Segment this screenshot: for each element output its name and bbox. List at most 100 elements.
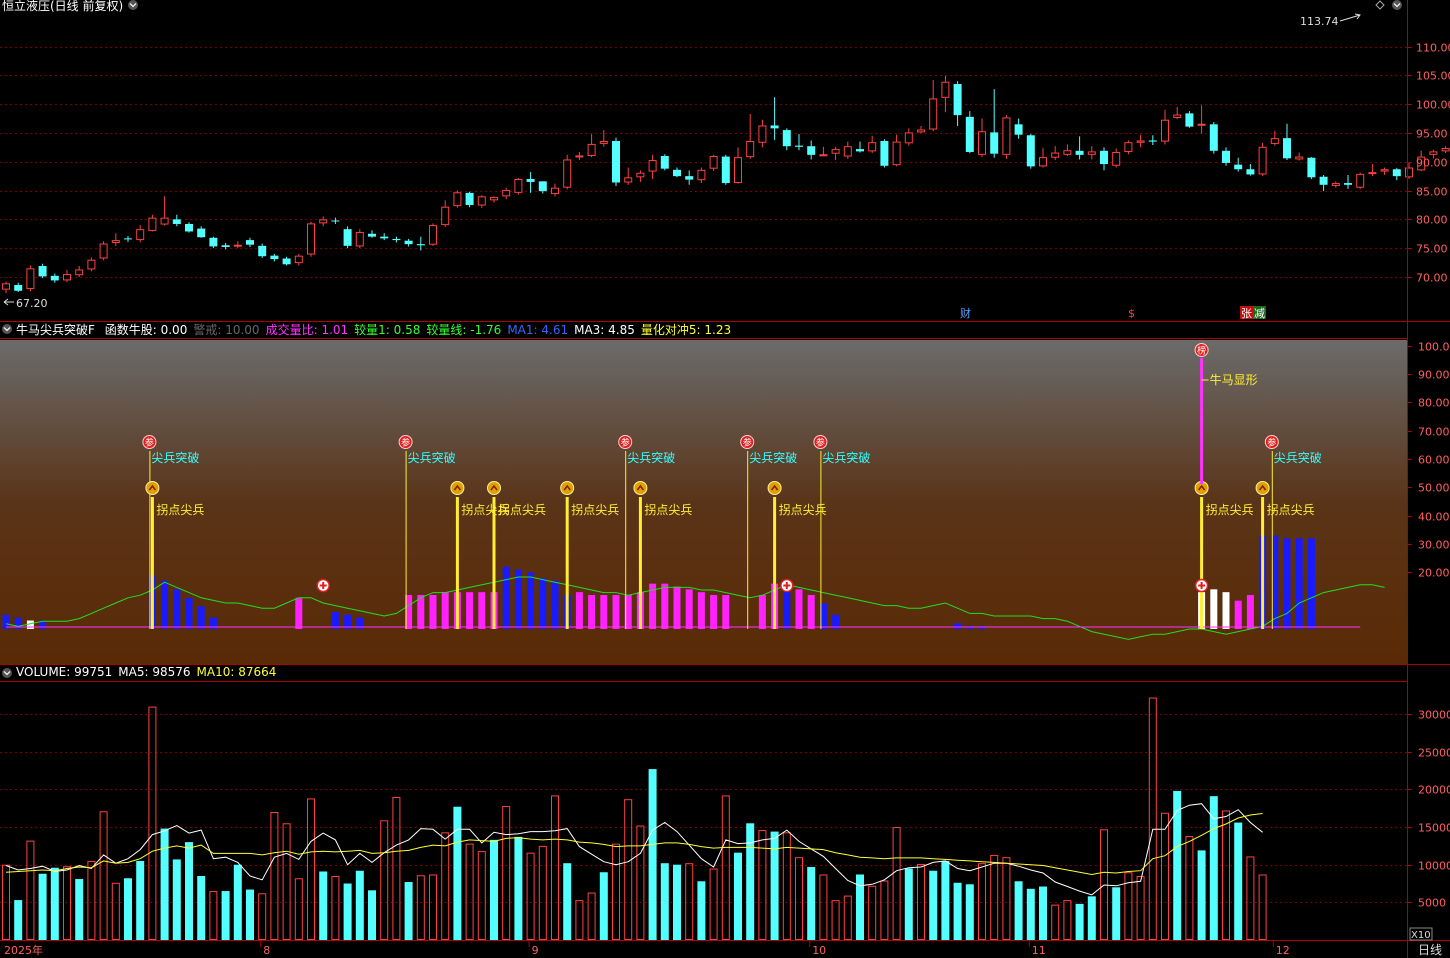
indicator-bar (1307, 538, 1315, 629)
candle (221, 242, 230, 250)
candle (612, 137, 620, 186)
volume-bar (685, 863, 694, 941)
candle-body (221, 245, 230, 248)
volume-bar (575, 900, 584, 940)
turning-icon (1255, 481, 1270, 495)
indicator-bar (356, 617, 364, 629)
candle-body (38, 266, 47, 277)
candle-body (990, 132, 999, 154)
candle-body (868, 142, 877, 152)
volume-bar (477, 851, 486, 941)
candle (1014, 118, 1023, 139)
indicator-bar (1283, 538, 1291, 629)
candle (258, 243, 267, 258)
indicator-bar (441, 592, 449, 629)
candle-body (856, 149, 864, 152)
candle-body (673, 169, 681, 177)
volume-bar (843, 895, 852, 941)
candle (1002, 115, 1011, 159)
plus-icon (783, 582, 791, 589)
candle (355, 229, 364, 249)
candle-body (758, 125, 767, 143)
candle (856, 141, 864, 153)
candle (929, 79, 938, 132)
param-colon: : (217, 323, 226, 337)
marker-dollar[interactable]: $ (1128, 307, 1135, 320)
candle-body (1246, 169, 1255, 175)
candle (63, 270, 71, 283)
candle-body (1270, 138, 1279, 144)
volume-bar (978, 863, 986, 941)
volume-bar (929, 870, 938, 940)
param-colon: : (462, 323, 471, 337)
candle (1087, 146, 1096, 160)
price-tick-label: 70.00 (1416, 272, 1448, 285)
candle (1368, 164, 1377, 177)
candle (685, 170, 694, 185)
candle (660, 154, 669, 171)
indicator-bar (14, 617, 22, 629)
indicator-bar (795, 589, 803, 629)
can-icon-bg (398, 435, 413, 449)
marker-zhang[interactable]: 张 (1241, 307, 1252, 320)
candle-body (99, 243, 108, 259)
candle (1258, 142, 1267, 177)
chevron-up-icon (148, 484, 156, 491)
indicator-params: 函数牛股: 0.00 警戒: 10.00 成交量比: 1.01 较量1: 0.58 较量… (99, 323, 731, 337)
indicator-tick-label: 30.00 (1418, 539, 1450, 552)
volume-bar (502, 805, 511, 940)
indicator-collapse-icon[interactable] (2, 324, 12, 334)
candle-body (1136, 140, 1145, 143)
volume-tick-label: 25000 (1418, 747, 1450, 760)
candle-body (929, 98, 938, 130)
candle-body (380, 236, 389, 239)
marker-cai[interactable]: 财 (960, 306, 971, 320)
volume-bar (270, 812, 279, 940)
diamond-icon[interactable] (1375, 0, 1385, 10)
indicator-bar (758, 595, 766, 629)
candle (990, 89, 999, 158)
indicator-bar (722, 595, 730, 629)
param-value: 10.00 (225, 323, 260, 337)
candle-body (368, 233, 376, 237)
candle (770, 97, 779, 140)
volume-bar (1100, 829, 1108, 940)
volume-bar (514, 836, 523, 940)
volume-bar (87, 860, 96, 940)
volume-bar (1197, 850, 1206, 940)
candle (1100, 147, 1108, 171)
volume-bar (856, 874, 864, 940)
volume-collapse-icon[interactable] (2, 668, 12, 678)
candle (551, 183, 559, 197)
indicator-tick-label: 60.00 (1418, 454, 1450, 467)
param-2: MA10: 87664 (197, 665, 277, 679)
candle-body (148, 217, 157, 231)
volume-tick-label: 30000 (1418, 709, 1450, 722)
candle (136, 225, 145, 243)
dropdown-icon[interactable] (1392, 0, 1402, 10)
candle-body (1039, 157, 1047, 167)
candle (1356, 172, 1365, 189)
candle (1307, 157, 1316, 180)
candle-body (343, 229, 352, 246)
candle-body (1234, 164, 1243, 170)
can-icon-bg (1264, 435, 1279, 449)
candle-body (2, 283, 10, 290)
indicator-name[interactable]: 牛马尖兵突破F (16, 323, 95, 337)
volume-bar (172, 859, 181, 940)
candle (233, 241, 242, 249)
indicator-tick-label: 90.00 (1418, 369, 1450, 382)
scale-badge[interactable]: X10 (1411, 930, 1431, 941)
candle (1051, 146, 1060, 161)
marker-jian[interactable]: 减 (1254, 307, 1265, 320)
candle (1380, 167, 1389, 176)
volume-bar (404, 882, 413, 940)
high-arrow-icon (1339, 13, 1361, 22)
breakout-label: 尖兵突破 (627, 450, 675, 465)
volume-bar (1209, 796, 1218, 940)
period-label[interactable]: 日线 (1418, 943, 1442, 957)
volume-bar (185, 842, 193, 940)
param-colon: : (144, 665, 153, 679)
title-dropdown-icon[interactable] (128, 0, 138, 10)
